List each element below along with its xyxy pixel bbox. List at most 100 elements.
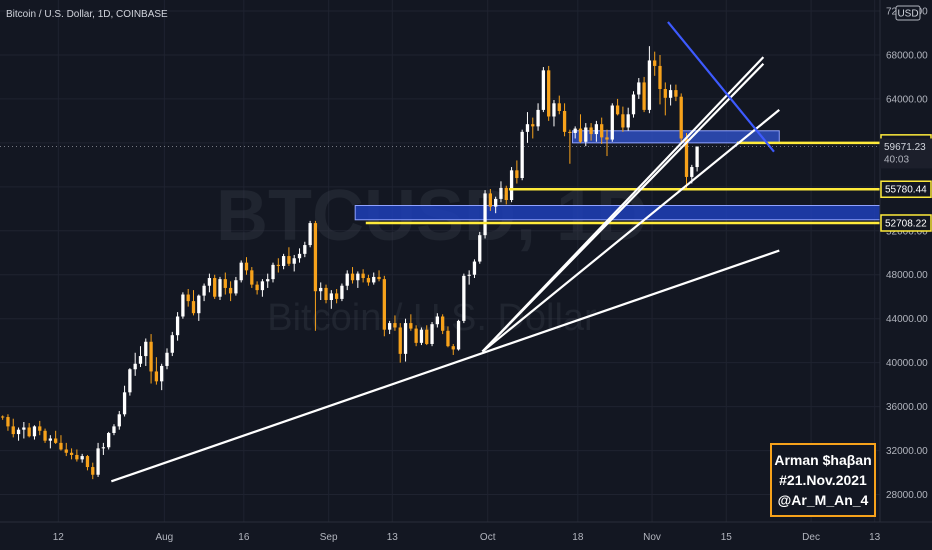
candle-body (271, 264, 275, 280)
price-zone (572, 130, 780, 144)
candle-body (462, 275, 466, 321)
trendlines-layer (110, 21, 780, 483)
x-tick-label: 18 (572, 532, 584, 543)
candle-body (430, 324, 434, 344)
candle-body (234, 280, 238, 294)
candle-body (456, 320, 461, 350)
candle-body (621, 114, 625, 128)
candle-body (345, 273, 349, 286)
candle-body (313, 223, 318, 292)
candle-body (403, 323, 408, 354)
y-tick-label: 64000.00 (886, 94, 928, 105)
last-price-label: 59671.23 (884, 142, 926, 153)
candle-body (276, 264, 280, 266)
y-tick-label: 36000.00 (886, 402, 928, 413)
candle-body (69, 452, 74, 455)
candle-body (515, 170, 519, 179)
candle-body (197, 295, 201, 314)
candle-body (531, 124, 535, 127)
candle-body (101, 447, 106, 449)
candle-body (610, 105, 614, 140)
candle-body (297, 253, 302, 259)
candle-body (350, 273, 355, 281)
symbol-title[interactable]: Bitcoin / U.S. Dollar, 1D, COINBASE (6, 9, 168, 20)
y-tick-label: 28000.00 (886, 490, 928, 501)
candle-body (504, 187, 508, 201)
candle-body (255, 284, 259, 291)
candle-body (287, 256, 291, 264)
price-label-box (880, 180, 932, 198)
candle-body (250, 270, 254, 285)
candle-body (239, 262, 243, 281)
candle-body (32, 426, 37, 437)
candle-body (133, 363, 137, 370)
candle-body (334, 293, 339, 299)
candle-body (202, 285, 206, 296)
candle-body (27, 427, 31, 437)
currency-label: USD (897, 9, 918, 20)
candle-body (541, 70, 546, 110)
candle-body (186, 294, 190, 302)
candle-body (303, 245, 307, 254)
candle-body (594, 124, 599, 135)
candle-body (122, 392, 127, 415)
candle-body (679, 96, 683, 139)
candle-body (191, 301, 196, 314)
candle-body (568, 131, 572, 133)
candle-body (695, 146, 699, 168)
candle-body (38, 426, 42, 431)
candle-body (382, 279, 386, 330)
candle-body (578, 128, 583, 142)
candle-body (170, 335, 174, 353)
author-box: Arman $haβan #21.Nov.2021 @Ar_M_An_4 (770, 443, 876, 517)
candle-body (525, 124, 530, 132)
candle-body (59, 442, 63, 450)
candle-body (483, 193, 487, 236)
candle-body (658, 65, 662, 90)
candle-body (467, 274, 471, 276)
candle-body (600, 124, 604, 138)
candle-body (16, 429, 21, 435)
candle-body (223, 279, 227, 288)
x-tick-label: Dec (802, 532, 820, 543)
candle-body (414, 328, 418, 343)
candle-body (281, 256, 286, 266)
candle-body (54, 438, 58, 443)
candle-body (218, 279, 222, 297)
trend-line (110, 249, 780, 483)
candle-body (631, 94, 636, 115)
candle-body (668, 90, 673, 98)
candle-body (409, 323, 413, 329)
candle-body (536, 109, 540, 127)
candle-body (509, 170, 514, 201)
candle-body (425, 329, 429, 344)
candle-body (547, 70, 551, 117)
candle-body (319, 287, 323, 292)
candle-body (1, 416, 5, 418)
candle-body (684, 138, 689, 177)
currency-badge[interactable]: USD (895, 5, 921, 21)
candle-body (75, 454, 79, 460)
candle-body (91, 467, 95, 475)
candle-body (419, 329, 424, 343)
candle-body (446, 330, 450, 347)
candle-body (361, 273, 365, 279)
candle-body (451, 346, 455, 350)
candle-body (213, 278, 217, 297)
candle-body (112, 426, 116, 433)
y-tick-label: 44000.00 (886, 314, 928, 325)
candle-body (329, 293, 333, 301)
price-label: 52708.22 (885, 218, 927, 229)
author-date: #21.Nov.2021 (779, 472, 867, 488)
candle-body (435, 316, 439, 325)
candle-body (154, 371, 159, 382)
x-tick-label: Nov (643, 532, 661, 543)
candle-body (626, 114, 630, 128)
candle-body (441, 316, 445, 331)
candle-body (366, 278, 371, 283)
candle-body (653, 60, 657, 66)
last-price-tag: 59671.23 40:03 (880, 138, 932, 169)
candle-body (181, 294, 185, 317)
x-tick-label: Sep (320, 532, 338, 543)
